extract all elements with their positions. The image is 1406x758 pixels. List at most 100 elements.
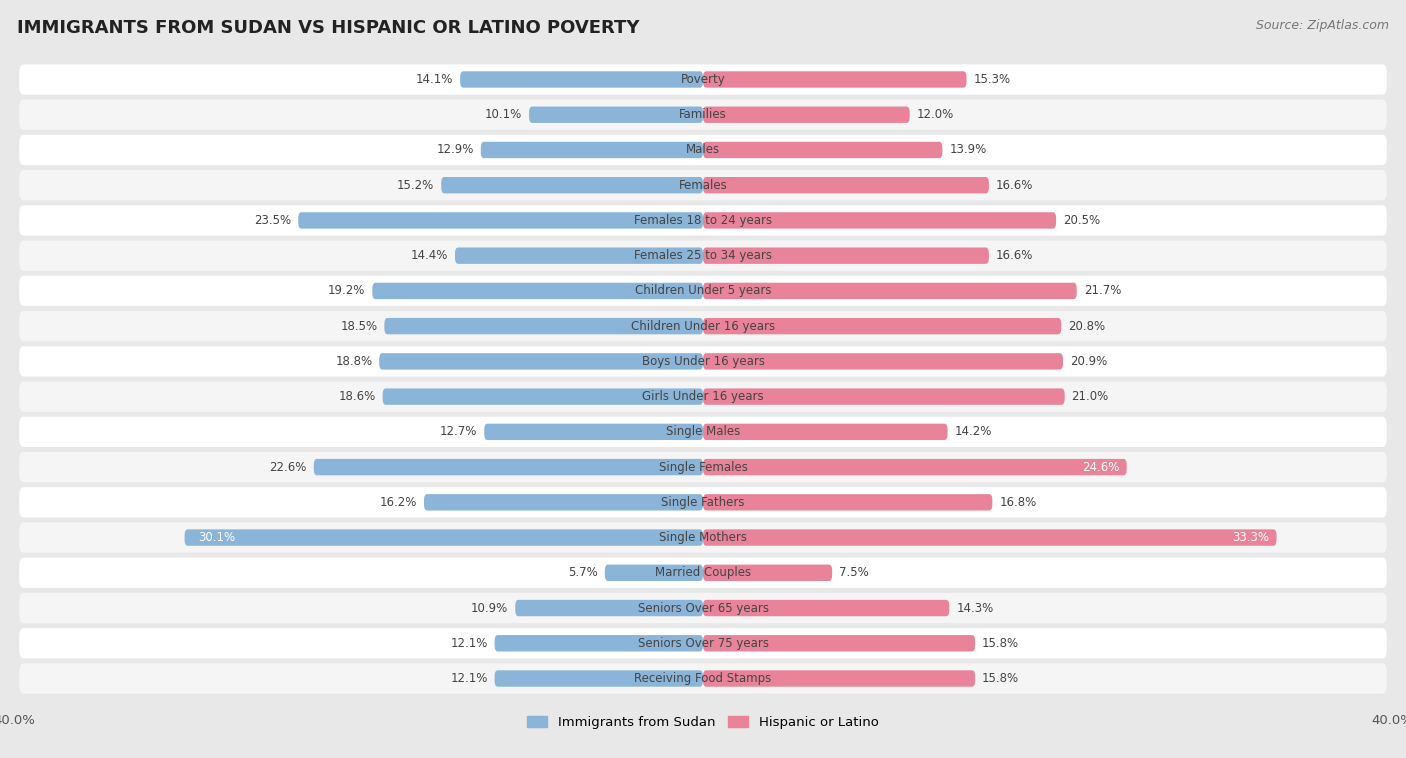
- FancyBboxPatch shape: [703, 283, 1077, 299]
- Text: 21.0%: 21.0%: [1071, 390, 1109, 403]
- Text: 24.6%: 24.6%: [1083, 461, 1119, 474]
- Text: 15.8%: 15.8%: [981, 672, 1019, 685]
- FancyBboxPatch shape: [20, 558, 1386, 588]
- FancyBboxPatch shape: [314, 459, 703, 475]
- FancyBboxPatch shape: [20, 64, 1386, 95]
- Text: 12.7%: 12.7%: [440, 425, 478, 438]
- Text: 10.9%: 10.9%: [471, 602, 509, 615]
- FancyBboxPatch shape: [515, 600, 703, 616]
- Text: Poverty: Poverty: [681, 73, 725, 86]
- FancyBboxPatch shape: [703, 318, 1062, 334]
- Text: IMMIGRANTS FROM SUDAN VS HISPANIC OR LATINO POVERTY: IMMIGRANTS FROM SUDAN VS HISPANIC OR LAT…: [17, 19, 640, 37]
- FancyBboxPatch shape: [484, 424, 703, 440]
- FancyBboxPatch shape: [460, 71, 703, 88]
- Text: 13.9%: 13.9%: [949, 143, 987, 156]
- FancyBboxPatch shape: [20, 135, 1386, 165]
- FancyBboxPatch shape: [20, 663, 1386, 694]
- Text: Girls Under 16 years: Girls Under 16 years: [643, 390, 763, 403]
- Text: 23.5%: 23.5%: [254, 214, 291, 227]
- Text: Females 25 to 34 years: Females 25 to 34 years: [634, 249, 772, 262]
- FancyBboxPatch shape: [20, 99, 1386, 130]
- Text: 18.6%: 18.6%: [339, 390, 375, 403]
- Text: 21.7%: 21.7%: [1084, 284, 1121, 297]
- Text: 16.8%: 16.8%: [1000, 496, 1036, 509]
- Text: 14.2%: 14.2%: [955, 425, 991, 438]
- FancyBboxPatch shape: [605, 565, 703, 581]
- FancyBboxPatch shape: [703, 494, 993, 511]
- Text: Married Couples: Married Couples: [655, 566, 751, 579]
- Legend: Immigrants from Sudan, Hispanic or Latino: Immigrants from Sudan, Hispanic or Latin…: [522, 710, 884, 735]
- Text: 20.8%: 20.8%: [1069, 320, 1105, 333]
- FancyBboxPatch shape: [20, 170, 1386, 200]
- Text: 16.6%: 16.6%: [995, 249, 1033, 262]
- Text: 12.1%: 12.1%: [450, 637, 488, 650]
- FancyBboxPatch shape: [20, 417, 1386, 447]
- FancyBboxPatch shape: [20, 311, 1386, 341]
- Text: 12.1%: 12.1%: [450, 672, 488, 685]
- Text: Seniors Over 75 years: Seniors Over 75 years: [637, 637, 769, 650]
- Text: 5.7%: 5.7%: [568, 566, 598, 579]
- FancyBboxPatch shape: [495, 635, 703, 651]
- FancyBboxPatch shape: [703, 459, 1126, 475]
- Text: 15.2%: 15.2%: [396, 179, 434, 192]
- FancyBboxPatch shape: [703, 71, 966, 88]
- Text: Source: ZipAtlas.com: Source: ZipAtlas.com: [1256, 19, 1389, 32]
- Text: Females 18 to 24 years: Females 18 to 24 years: [634, 214, 772, 227]
- FancyBboxPatch shape: [382, 388, 703, 405]
- FancyBboxPatch shape: [20, 522, 1386, 553]
- FancyBboxPatch shape: [703, 565, 832, 581]
- FancyBboxPatch shape: [703, 388, 1064, 405]
- FancyBboxPatch shape: [703, 600, 949, 616]
- Text: 10.1%: 10.1%: [485, 108, 522, 121]
- FancyBboxPatch shape: [703, 247, 988, 264]
- Text: Receiving Food Stamps: Receiving Food Stamps: [634, 672, 772, 685]
- FancyBboxPatch shape: [703, 212, 1056, 229]
- FancyBboxPatch shape: [703, 670, 976, 687]
- Text: 7.5%: 7.5%: [839, 566, 869, 579]
- FancyBboxPatch shape: [20, 628, 1386, 659]
- FancyBboxPatch shape: [20, 240, 1386, 271]
- FancyBboxPatch shape: [703, 424, 948, 440]
- FancyBboxPatch shape: [481, 142, 703, 158]
- Text: 15.8%: 15.8%: [981, 637, 1019, 650]
- Text: 22.6%: 22.6%: [270, 461, 307, 474]
- FancyBboxPatch shape: [703, 353, 1063, 370]
- FancyBboxPatch shape: [298, 212, 703, 229]
- Text: 20.5%: 20.5%: [1063, 214, 1099, 227]
- FancyBboxPatch shape: [380, 353, 703, 370]
- Text: 14.1%: 14.1%: [416, 73, 453, 86]
- Text: Single Males: Single Males: [666, 425, 740, 438]
- FancyBboxPatch shape: [425, 494, 703, 511]
- FancyBboxPatch shape: [703, 635, 976, 651]
- Text: 15.3%: 15.3%: [973, 73, 1011, 86]
- Text: Children Under 5 years: Children Under 5 years: [634, 284, 772, 297]
- Text: 30.1%: 30.1%: [198, 531, 235, 544]
- FancyBboxPatch shape: [703, 177, 988, 193]
- Text: Females: Females: [679, 179, 727, 192]
- FancyBboxPatch shape: [529, 107, 703, 123]
- FancyBboxPatch shape: [384, 318, 703, 334]
- Text: Seniors Over 65 years: Seniors Over 65 years: [637, 602, 769, 615]
- FancyBboxPatch shape: [456, 247, 703, 264]
- FancyBboxPatch shape: [703, 142, 942, 158]
- FancyBboxPatch shape: [20, 276, 1386, 306]
- FancyBboxPatch shape: [703, 107, 910, 123]
- Text: Males: Males: [686, 143, 720, 156]
- Text: 16.2%: 16.2%: [380, 496, 418, 509]
- Text: 20.9%: 20.9%: [1070, 355, 1107, 368]
- Text: Single Fathers: Single Fathers: [661, 496, 745, 509]
- Text: 18.8%: 18.8%: [335, 355, 373, 368]
- Text: 12.0%: 12.0%: [917, 108, 953, 121]
- FancyBboxPatch shape: [373, 283, 703, 299]
- Text: 16.6%: 16.6%: [995, 179, 1033, 192]
- Text: Children Under 16 years: Children Under 16 years: [631, 320, 775, 333]
- FancyBboxPatch shape: [20, 452, 1386, 482]
- Text: Single Females: Single Females: [658, 461, 748, 474]
- Text: 18.5%: 18.5%: [340, 320, 377, 333]
- FancyBboxPatch shape: [20, 381, 1386, 412]
- Text: 19.2%: 19.2%: [328, 284, 366, 297]
- FancyBboxPatch shape: [20, 346, 1386, 377]
- FancyBboxPatch shape: [441, 177, 703, 193]
- Text: Single Mothers: Single Mothers: [659, 531, 747, 544]
- FancyBboxPatch shape: [495, 670, 703, 687]
